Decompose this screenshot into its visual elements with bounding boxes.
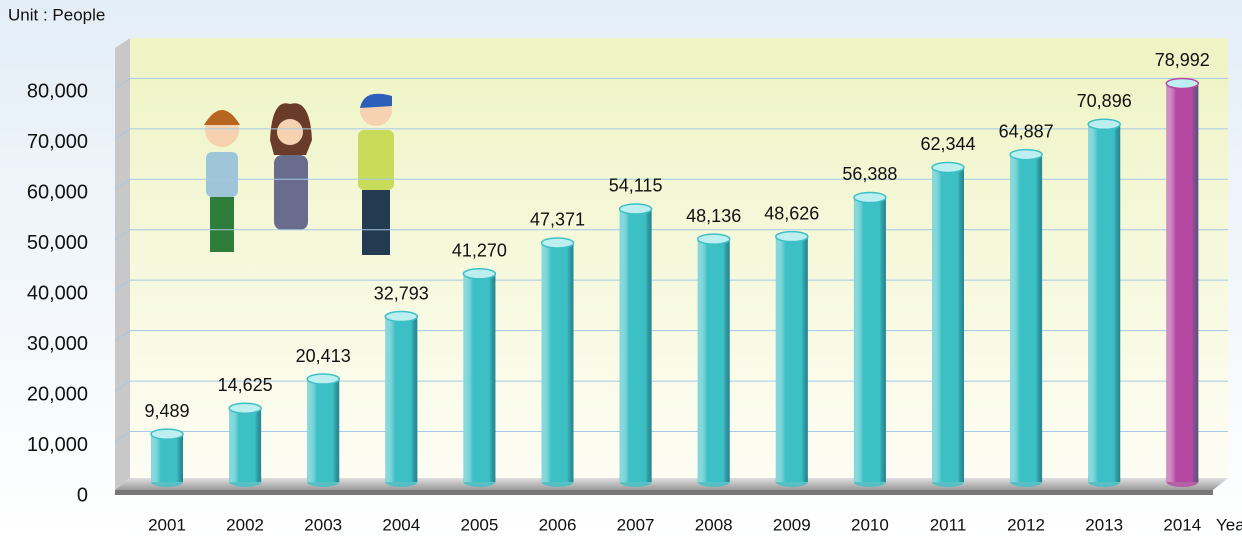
- value-label: 47,371: [530, 210, 585, 230]
- bar-shade: [853, 197, 886, 483]
- unit-label: Unit : People: [8, 5, 105, 24]
- bar-shade: [541, 242, 574, 482]
- value-label: 32,793: [374, 283, 429, 303]
- y-tick-label: 60,000: [27, 182, 88, 204]
- bar-top: [306, 373, 340, 385]
- x-tick-label: 2004: [382, 515, 420, 534]
- bar-shade: [619, 208, 652, 483]
- value-label: 64,887: [999, 121, 1054, 141]
- y-tick-label: 70,000: [27, 131, 88, 153]
- grid-line-side: [114, 128, 131, 140]
- y-tick-label: 30,000: [27, 333, 88, 355]
- bar-top: [931, 161, 965, 174]
- bar-top: [540, 237, 575, 249]
- bar-top: [1087, 118, 1121, 131]
- bar-shade: [697, 239, 730, 482]
- bar-shade: [151, 434, 183, 482]
- bar-shade: [229, 408, 262, 482]
- value-label: 62,344: [920, 134, 975, 154]
- value-label: 48,626: [764, 203, 819, 223]
- x-tick-label: 2007: [617, 515, 655, 534]
- x-tick-label: 2009: [773, 515, 811, 534]
- bar-shade: [775, 236, 808, 482]
- y-tick-label: 10,000: [27, 434, 88, 456]
- x-tick-label: 2014: [1163, 515, 1201, 534]
- y-tick-label: 0: [77, 484, 88, 506]
- y-tick-label: 50,000: [27, 232, 88, 254]
- bar-shade: [463, 273, 496, 482]
- grid-line-side: [114, 279, 131, 291]
- x-tick-label: 2002: [226, 515, 264, 534]
- value-label: 78,992: [1155, 50, 1210, 70]
- x-tick-label: 2011: [930, 515, 967, 534]
- bar-shade: [1010, 154, 1043, 482]
- x-tick-label: 2013: [1085, 515, 1123, 534]
- bar-shade: [307, 379, 340, 482]
- bar-shade: [1088, 124, 1121, 482]
- bar-top: [1009, 148, 1043, 161]
- value-label: 48,136: [686, 206, 741, 226]
- value-label: 20,413: [296, 346, 351, 366]
- bar-top: [228, 402, 262, 414]
- grid-line-side: [114, 380, 131, 392]
- bar-shade: [1166, 83, 1199, 482]
- value-label: 41,270: [452, 241, 507, 261]
- x-tick-label: 2005: [460, 515, 498, 534]
- grid-line-side: [114, 178, 131, 190]
- x-axis-label: Year: [1216, 515, 1242, 534]
- x-tick-label: 2012: [1007, 515, 1045, 534]
- x-tick-label: 2006: [539, 515, 577, 534]
- bar-top: [384, 310, 419, 323]
- value-label: 70,896: [1077, 91, 1132, 111]
- x-tick-label: 2010: [851, 515, 889, 534]
- x-tick-label: 2003: [304, 515, 342, 534]
- bar-top: [150, 428, 184, 440]
- bar-shade: [385, 316, 418, 482]
- grid-line-side: [114, 77, 131, 89]
- grid-line-side: [114, 330, 131, 342]
- bar-top: [775, 230, 809, 243]
- bar-top: [462, 268, 497, 280]
- value-label: 9,489: [144, 401, 189, 421]
- y-tick-label: 20,000: [27, 383, 88, 405]
- value-label: 14,625: [218, 375, 273, 395]
- value-label: 56,388: [842, 164, 897, 184]
- floor-edge: [115, 490, 1213, 495]
- floor: [115, 478, 1228, 490]
- bar-top: [618, 203, 653, 215]
- grid-line-side: [114, 229, 131, 241]
- y-tick-label: 40,000: [27, 282, 88, 304]
- y-tick-label: 80,000: [27, 81, 88, 103]
- value-label: 54,115: [609, 176, 663, 196]
- grid-line-side: [114, 431, 131, 442]
- illustration: [204, 93, 394, 255]
- bar-top: [1165, 77, 1200, 90]
- bar-top: [853, 191, 887, 204]
- side-wall: [115, 38, 130, 490]
- x-tick-label: 2001: [148, 515, 186, 534]
- x-tick-label: 2008: [695, 515, 733, 534]
- bar-shade: [932, 167, 964, 483]
- bar-top: [696, 233, 731, 245]
